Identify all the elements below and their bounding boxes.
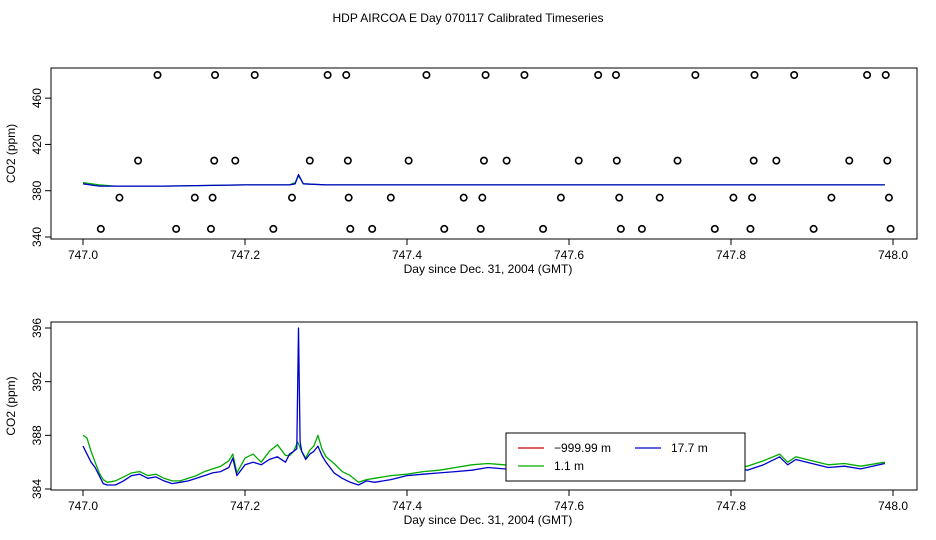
bottom-panel: 747.0 747.2 747.4 747.6 747.8 748.0 Day since … (4, 318, 918, 527)
scatter-point (729, 193, 738, 202)
scatter-point (323, 71, 332, 80)
scatter-point (790, 71, 799, 80)
y-tick-label: 340 (30, 227, 44, 247)
scatter-point (343, 156, 352, 165)
scatter-point (655, 193, 664, 202)
plot-area (82, 173, 885, 187)
legend-label: 1.1 m (554, 459, 584, 473)
scatter-point (863, 71, 872, 80)
x-tick-label: 747.4 (392, 499, 422, 513)
x-tick-label: 747.2 (230, 248, 260, 262)
scatter-point (611, 71, 620, 80)
scatter-point (886, 224, 895, 233)
scatter-point (691, 71, 700, 80)
scatter-point (478, 193, 487, 202)
x-tick-label: 748.0 (878, 248, 908, 262)
scatter-point (208, 193, 217, 202)
scatter-point (772, 156, 781, 165)
legend-label: −999.99 m (554, 441, 611, 455)
scatter-point (748, 193, 757, 202)
scatter-point (269, 224, 278, 233)
scatter-point (479, 156, 488, 165)
scatter-point (612, 156, 621, 165)
scatter-point (574, 156, 583, 165)
plot-area (82, 327, 886, 486)
scatter-point (440, 224, 449, 233)
scatter-point (404, 156, 413, 165)
y-tick-label: 388 (30, 425, 44, 445)
x-tick-label: 747.8 (716, 248, 746, 262)
scatter-point (231, 156, 240, 165)
y-tick-label: 380 (30, 180, 44, 200)
scatter-point (153, 71, 162, 80)
scatter-point (342, 71, 351, 80)
scatter-point (556, 193, 565, 202)
scatter-point (344, 193, 353, 202)
y-tick-label: 384 (30, 479, 44, 499)
scatter-point (750, 71, 759, 80)
y-tick-label: 396 (30, 318, 44, 338)
scatter-point (845, 156, 854, 165)
scatter-point (172, 224, 181, 233)
scatter-point (422, 71, 431, 80)
scatter-point (809, 224, 818, 233)
scatter-point (594, 71, 603, 80)
scatter-point (96, 224, 105, 233)
scatter-point (134, 156, 143, 165)
scatter-point (883, 156, 892, 165)
scatter-point (539, 224, 548, 233)
y-tick-label: 392 (30, 371, 44, 391)
scatter-point (346, 224, 355, 233)
x-axis-label: Day since Dec. 31, 2004 (GMT) (404, 262, 573, 276)
scatter-point (637, 224, 646, 233)
scatter-point (206, 224, 215, 233)
x-tick-label: 747.8 (716, 499, 746, 513)
scatter-point (673, 156, 682, 165)
scatter-point (211, 71, 220, 80)
scatter-point (459, 193, 468, 202)
scatter-point (616, 224, 625, 233)
series-line-1 (82, 173, 885, 187)
scatter-point (476, 224, 485, 233)
scatter-point (210, 156, 219, 165)
scatter-point (827, 193, 836, 202)
x-tick-label: 747.6 (554, 248, 584, 262)
y-tick-label: 460 (30, 88, 44, 108)
scatter-point (250, 71, 259, 80)
y-tick-label: 420 (30, 134, 44, 154)
y-axis-label: CO2 (ppm) (4, 376, 18, 435)
x-tick-label: 747.6 (554, 499, 584, 513)
legend: −999.99 m 17.7 m 1.1 m (505, 432, 746, 482)
scatter-point (115, 193, 124, 202)
x-tick-label: 747.0 (68, 499, 98, 513)
scatter-point (615, 193, 624, 202)
x-tick-label: 748.0 (878, 499, 908, 513)
scatter-point (881, 71, 890, 80)
scatter-point (368, 224, 377, 233)
figure-title: HDP AIRCOA E Day 070117 Calibrated Times… (332, 11, 603, 25)
scatter-point (749, 156, 758, 165)
series-line-17-7-m (82, 327, 886, 486)
y-axis-label: CO2 (ppm) (4, 124, 18, 183)
plot-frame (50, 67, 918, 240)
legend-box (505, 432, 746, 482)
x-tick-label: 747.4 (392, 248, 422, 262)
scatter-point (190, 193, 199, 202)
scatter-point (481, 71, 490, 80)
series-line-1-1-m (82, 434, 886, 483)
x-axis-label: Day since Dec. 31, 2004 (GMT) (404, 513, 573, 527)
scatter-point (710, 224, 719, 233)
scatter-point (305, 156, 314, 165)
scatter-point (884, 193, 893, 202)
x-tick-label: 747.0 (68, 248, 98, 262)
scatter-point (502, 156, 511, 165)
scatter-point (520, 71, 529, 80)
scatter-point (287, 193, 296, 202)
scatter-point (386, 193, 395, 202)
scatter-point (746, 224, 755, 233)
legend-label: 17.7 m (671, 441, 708, 455)
x-tick-label: 747.2 (230, 499, 260, 513)
top-panel: 747.0 747.2 747.4 747.6 747.8 748.0 Day since … (4, 67, 918, 276)
